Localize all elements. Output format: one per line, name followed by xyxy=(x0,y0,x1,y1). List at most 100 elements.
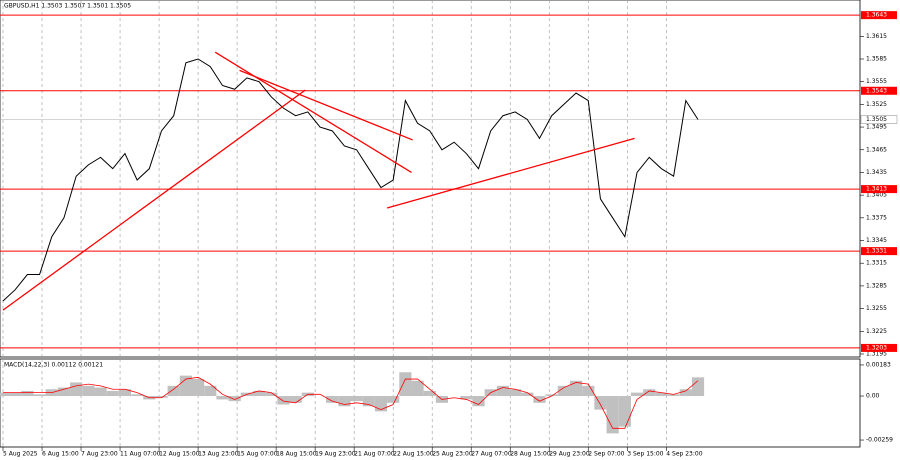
macd-bar xyxy=(118,389,132,397)
macd-bar xyxy=(582,385,595,397)
x-tick-label: 11 Aug 07:00 xyxy=(120,451,161,458)
macd-bar xyxy=(82,385,95,397)
level-label: 1.3413 xyxy=(866,186,887,193)
x-tick-label: 25 Aug 23:00 xyxy=(432,451,473,458)
macd-bar xyxy=(460,396,473,400)
macd-bar xyxy=(277,396,290,405)
x-tick-label: 7 Aug 23:00 xyxy=(81,451,118,458)
macd-bar xyxy=(362,396,375,407)
level-label: 1.3643 xyxy=(866,12,887,19)
current-price-box xyxy=(860,115,898,124)
macd-bar xyxy=(521,392,534,397)
macd-bar xyxy=(191,379,205,397)
macd-bar xyxy=(179,375,192,397)
y-tick-label: 1.3405 xyxy=(866,192,887,199)
price-line xyxy=(2,58,699,302)
x-tick-label: 29 Aug 23:00 xyxy=(549,451,590,458)
macd-bar xyxy=(533,396,546,403)
trend-line xyxy=(214,51,412,174)
y-tick-label: 1.3375 xyxy=(866,214,887,221)
macd-bar xyxy=(618,396,631,427)
macd-bar xyxy=(606,396,619,434)
x-tick-label: 3 Sep 15:00 xyxy=(627,451,663,458)
macd-bar xyxy=(131,394,144,397)
macd-bar xyxy=(423,390,436,397)
macd-bar xyxy=(350,396,363,402)
trend-line xyxy=(239,69,413,141)
macd-bar xyxy=(472,396,485,407)
macd-pane xyxy=(0,358,861,448)
y-tick-label: 1.3585 xyxy=(866,55,887,62)
macd-bar xyxy=(228,396,241,402)
y-tick-label: 1.3315 xyxy=(866,260,887,267)
macd-bar xyxy=(21,390,34,397)
macd-bar xyxy=(667,394,680,397)
macd-bar xyxy=(679,389,692,397)
macd-bar xyxy=(545,394,558,397)
level-label: 1.3331 xyxy=(866,248,887,255)
macd-bar xyxy=(338,396,351,407)
x-tick-label: 15 Aug 07:00 xyxy=(237,451,278,458)
signal-line xyxy=(3,376,699,429)
x-tick-label: 18 Aug 15:00 xyxy=(276,451,317,458)
macd-bar xyxy=(569,380,583,397)
trend-line xyxy=(386,137,635,209)
x-tick-label: 19 Aug 23:00 xyxy=(315,451,356,458)
level-label-box xyxy=(861,11,897,20)
y-tick-label: 1.3195 xyxy=(866,350,887,357)
level-label-box xyxy=(861,247,897,256)
macd-bar xyxy=(155,396,168,398)
macd-bar xyxy=(9,392,22,397)
macd-bar xyxy=(655,392,668,397)
y-tick-label: 1.3225 xyxy=(866,328,887,335)
y-tick-label: 0.00 xyxy=(866,393,880,400)
level-label-box xyxy=(861,343,897,352)
macd-bar xyxy=(94,387,107,397)
y-tick-label: 1.3435 xyxy=(866,169,887,176)
macd-bar xyxy=(691,377,705,397)
macd-bar xyxy=(265,392,278,397)
level-label-box xyxy=(861,86,897,95)
current-price-label: 1.3505 xyxy=(866,116,887,123)
macd-bar xyxy=(630,392,644,397)
x-tick-label: 6 Aug 15:00 xyxy=(42,451,79,458)
macd-bar xyxy=(374,396,388,412)
macd-bar xyxy=(33,394,46,397)
macd-bar xyxy=(289,396,302,403)
macd-bar xyxy=(252,390,266,397)
macd-bar xyxy=(167,385,180,397)
macd-bar xyxy=(509,389,522,397)
macd-bar xyxy=(557,385,570,397)
x-tick-label: 4 Sep 23:00 xyxy=(666,451,702,458)
y-tick-label: 1.3465 xyxy=(866,146,887,153)
y-tick-label: 1.3525 xyxy=(866,101,887,108)
y-tick-label: 1.3345 xyxy=(866,237,887,244)
macd-bar xyxy=(106,390,119,397)
macd-bar xyxy=(204,385,217,397)
macd-bar xyxy=(643,389,656,397)
y-tick-label: 1.3495 xyxy=(866,124,887,131)
x-tick-label: 2 Sep 07:00 xyxy=(588,451,624,458)
macd-bar xyxy=(387,396,400,403)
y-tick-label: -0.00259 xyxy=(866,437,893,444)
macd-bar xyxy=(57,387,71,397)
macd-bar xyxy=(411,380,424,397)
macd-bar xyxy=(216,396,229,400)
x-tick-label: 5 Aug 2025 xyxy=(3,451,38,458)
x-tick-label: 12 Aug 15:00 xyxy=(159,451,200,458)
macd-bar xyxy=(0,392,10,397)
x-tick-label: 22 Aug 15:00 xyxy=(393,451,434,458)
x-tick-label: 13 Aug 23:00 xyxy=(198,451,239,458)
y-tick-label: 1.3555 xyxy=(866,78,887,85)
x-tick-label: 28 Aug 15:00 xyxy=(510,451,551,458)
y-tick-label: 1.3255 xyxy=(866,305,887,312)
y-tick-label: 1.3285 xyxy=(866,282,887,289)
level-label: 1.3203 xyxy=(866,344,887,351)
price-pane xyxy=(0,0,861,358)
macd-bar xyxy=(326,396,339,403)
x-tick-label: 21 Aug 07:00 xyxy=(354,451,395,458)
macd-title: MACD(14,22,3) 0.00112 0.00121 xyxy=(4,362,103,369)
y-tick-label: 0.00183 xyxy=(866,361,891,368)
